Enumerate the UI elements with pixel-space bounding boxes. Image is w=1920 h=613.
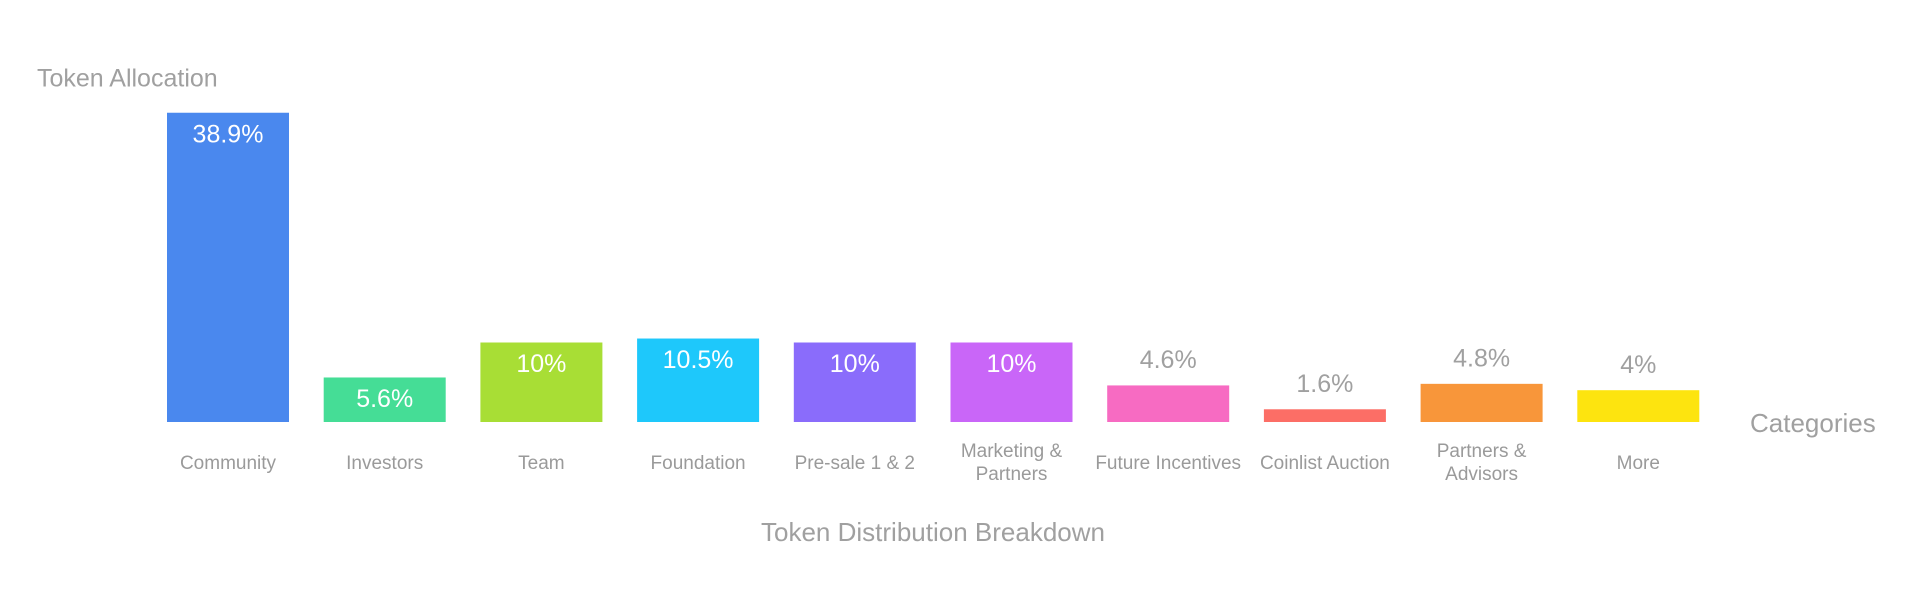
value-label: 4%	[1620, 351, 1656, 379]
value-label: 4.8%	[1453, 344, 1510, 372]
value-label: 10%	[830, 350, 880, 378]
value-label: 10%	[516, 350, 566, 378]
bar	[480, 342, 603, 422]
x-tick-label: Future Incentives	[1095, 452, 1242, 474]
x-tick-label: Foundation	[650, 452, 746, 474]
bar	[637, 338, 760, 422]
bar	[323, 377, 446, 422]
value-label: 5.6%	[356, 385, 413, 413]
x-tick-label: Partners & Advisors	[1436, 441, 1527, 485]
value-label: 1.6%	[1296, 370, 1353, 398]
bar	[1263, 409, 1386, 422]
value-label: 10%	[986, 350, 1036, 378]
x-tick-label: Marketing & Partners	[960, 441, 1063, 485]
chart-title: Token Distribution Breakdown	[761, 517, 1105, 547]
x-tick-label: Investors	[346, 452, 424, 474]
bar	[793, 342, 916, 422]
value-label: 4.6%	[1140, 346, 1197, 374]
bar	[1577, 390, 1700, 422]
x-tick-label: Community	[179, 452, 277, 474]
x-tick-label: Pre-sale 1 & 2	[794, 452, 915, 474]
bar	[1107, 385, 1230, 422]
value-label: 38.9%	[193, 120, 264, 148]
bar	[950, 342, 1073, 422]
bar	[1420, 383, 1543, 422]
x-tick-label: More	[1616, 452, 1660, 474]
x-axis-label: Categories	[1750, 408, 1876, 438]
x-tick-label: Team	[518, 452, 565, 474]
x-tick-label: Coinlist Auction	[1259, 452, 1390, 474]
bar	[167, 112, 289, 423]
y-axis-label: Token Allocation	[37, 65, 218, 93]
value-label: 10.5%	[663, 346, 734, 374]
